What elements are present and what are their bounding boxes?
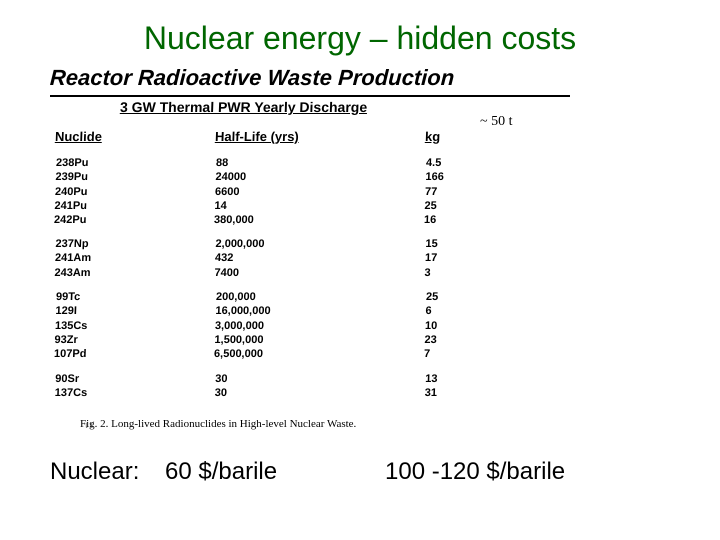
nuclide-group-pu: 238Pu884.5 239Pu24000166 240Pu660077 241… [0,156,720,227]
footer-cost-2: 100 -120 $/barile [385,458,565,486]
footer-cost-line: Nuclear: 60 $/barile 100 -120 $/barile [0,458,720,486]
table-row: 93Zr1,500,00023 [54,333,719,347]
table-row: 238Pu884.5 [56,156,720,170]
table-row: 243Am74003 [54,266,719,280]
table-row: 90Sr3013 [55,372,720,386]
table-row: 107Pd6,500,0007 [54,348,719,362]
divider-line [50,95,570,97]
nuclide-group-fission: 99Tc200,00025 129I16,000,0006 135Cs3,000… [0,290,720,361]
col-header-nuclide: Nuclide [55,129,216,144]
table-row: 237Np2,000,00015 [55,237,720,251]
footer-label: Nuclear: [50,458,165,486]
table-row: 137Cs3031 [55,386,720,400]
table-header-row: Nuclide Half-Life (yrs) kg [0,129,720,144]
table-row: 129I16,000,0006 [55,305,720,319]
table-row: 241Pu1425 [54,199,719,213]
table-row: 239Pu24000166 [55,170,720,184]
footer-cost-1: 60 $/barile [165,458,385,486]
table-row: 99Tc200,00025 [56,290,720,304]
nuclide-group-sr-cs: 90Sr3013 137Cs3031 [0,372,720,401]
handwritten-annotation: ~ 50 t [480,114,512,130]
col-header-kg: kg [425,129,526,144]
figure-caption: Fig. 2. Long-lived Radionuclides in High… [0,418,720,430]
col-header-halflife: Half-Life (yrs) [215,129,426,144]
table-row: 241Am43217 [55,252,720,266]
table-subtitle: 3 GW Thermal PWR Yearly Discharge [0,99,720,115]
table-row: 240Pu660077 [55,185,720,199]
table-row: 242Pu380,00016 [54,213,719,227]
section-heading: Reactor Radioactive Waste Production [0,65,720,91]
slide-title: Nuclear energy – hidden costs [0,0,720,57]
table-row: 135Cs3,000,00010 [55,319,720,333]
nuclide-group-np-am: 237Np2,000,00015 241Am43217 243Am74003 [0,237,720,280]
artifact-scribble: ι ι [85,420,93,431]
